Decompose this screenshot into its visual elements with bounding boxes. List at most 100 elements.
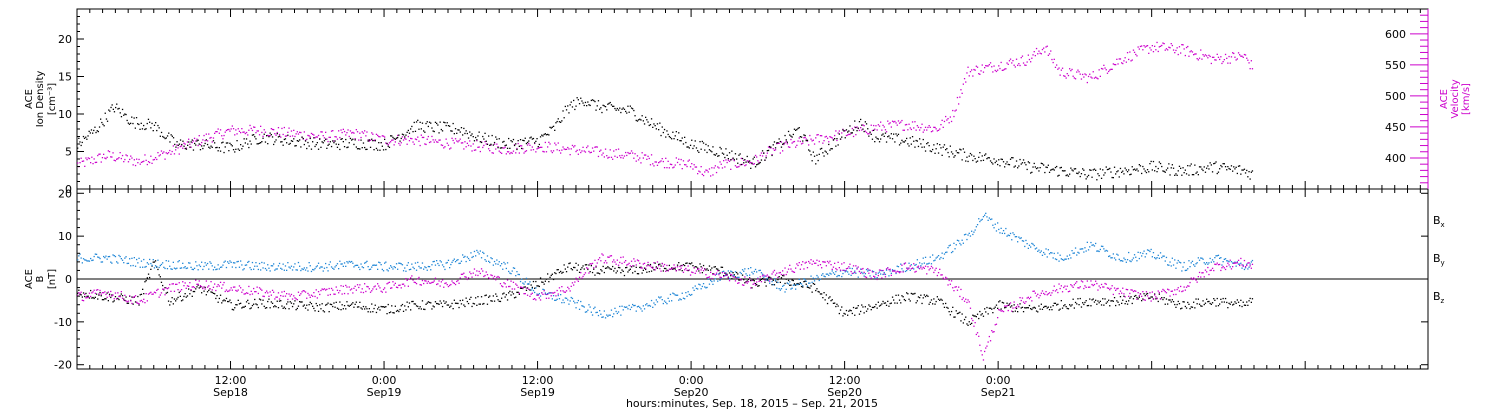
bfield-bx-point — [537, 285, 539, 287]
bfield-by-point — [1032, 243, 1034, 245]
velocity-point — [982, 71, 985, 73]
bfield-bx-point — [1138, 296, 1140, 298]
velocity-point — [1126, 52, 1129, 54]
bfield-bx-point — [104, 298, 106, 300]
bfield-bx-point — [372, 311, 374, 313]
bfield-bz-point — [451, 280, 453, 282]
density-point — [120, 116, 123, 118]
bfield-bz-point — [629, 265, 631, 267]
bfield-bx-point — [733, 274, 735, 276]
velocity-point — [390, 141, 392, 143]
bfield-bx-point — [578, 271, 581, 273]
bfield-bz-point — [843, 262, 845, 264]
bfield-by-point — [1191, 260, 1194, 262]
bfield-bx-point — [873, 306, 875, 309]
velocity-point — [439, 139, 441, 141]
bfield-by-point — [172, 261, 174, 263]
density-point — [988, 157, 990, 159]
density-point — [989, 160, 992, 162]
bfield-bx-point — [1102, 298, 1104, 300]
velocity-point — [909, 127, 911, 129]
density-point — [660, 134, 662, 137]
bfield-bz-point — [333, 293, 335, 295]
bfield-bx-point — [821, 293, 823, 295]
velocity-point — [162, 152, 164, 154]
bfield-bx-point — [593, 268, 595, 270]
density-point — [1039, 167, 1041, 169]
bfield-bx-point — [636, 273, 639, 275]
velocity-point — [348, 135, 350, 138]
bfield-bz-point — [583, 273, 585, 276]
velocity-point — [531, 146, 533, 148]
density-point — [1136, 168, 1138, 170]
bfield-by-point — [864, 273, 866, 275]
bfield-bz-point — [86, 297, 88, 299]
density-point — [133, 117, 135, 119]
bfield-bx-point — [241, 307, 243, 309]
velocity-point — [1241, 55, 1243, 57]
bfield-by-point — [449, 267, 451, 269]
bfield-bx-point — [87, 295, 89, 297]
bfield-by-point — [997, 222, 999, 224]
bfield-bx-point — [237, 299, 239, 301]
bfield-bz-point — [809, 262, 811, 264]
velocity-point — [623, 155, 626, 157]
bfield-bz-point — [988, 335, 990, 338]
density-point — [134, 127, 136, 129]
density-point — [1221, 166, 1223, 168]
bfield-bz-point — [819, 264, 822, 266]
bfield-by-point — [175, 268, 177, 270]
bfield-bx-point — [438, 303, 440, 305]
bfield-by-point — [821, 274, 823, 276]
bfield-bx-point — [531, 286, 533, 289]
density-point — [642, 120, 644, 122]
bfield-bx-point — [452, 308, 454, 310]
density-point — [152, 130, 154, 132]
bfield-bx-point — [845, 309, 848, 312]
bfield-bz-point — [1119, 290, 1122, 292]
bfield-by-point — [791, 287, 793, 289]
velocity-point — [1204, 54, 1207, 56]
velocity-point — [179, 145, 181, 148]
bfield-bx-point — [208, 289, 210, 291]
bfield-by-point — [1041, 254, 1044, 256]
velocity-point — [619, 155, 621, 157]
velocity-point — [698, 170, 700, 172]
density-point — [157, 124, 159, 127]
bfield-bx-point — [864, 306, 866, 308]
bfield-bx-point — [793, 283, 796, 285]
bfield-by-point — [1237, 263, 1240, 265]
density-point — [290, 140, 293, 142]
bfield-bx-point — [688, 262, 690, 265]
bfield-bx-point — [1056, 304, 1058, 306]
velocity-point — [314, 137, 316, 139]
density-point — [874, 141, 876, 143]
bfield-bz-point — [106, 296, 108, 298]
velocity-point — [589, 152, 591, 154]
density-point — [596, 105, 598, 107]
bfield-bz-point — [593, 267, 595, 269]
bfield-bz-point — [953, 290, 955, 292]
bfield-bz-point — [209, 288, 211, 290]
velocity-point — [251, 129, 254, 132]
density-point — [622, 107, 624, 109]
bfield-bx-point — [839, 309, 842, 311]
density-point — [958, 152, 960, 154]
bfield-by-point — [1066, 255, 1068, 257]
bfield-bx-point — [117, 297, 119, 300]
bfield-bz-point — [802, 261, 804, 263]
bfield-by-point — [1226, 260, 1228, 262]
bfield-bz-point — [387, 282, 389, 284]
bfield-bz-point — [121, 297, 124, 299]
bfield-by-point — [491, 258, 493, 260]
bfield-bx-point — [600, 269, 602, 271]
velocity-point — [754, 154, 757, 157]
bfield-bz-point — [607, 256, 609, 258]
velocity-point — [327, 140, 329, 143]
velocity-point — [999, 67, 1001, 70]
bfield-bz-point — [299, 294, 301, 296]
density-point — [438, 132, 440, 134]
bfield-bx-point — [700, 266, 702, 268]
velocity-point — [751, 162, 753, 164]
bfield-by-point — [834, 273, 836, 275]
